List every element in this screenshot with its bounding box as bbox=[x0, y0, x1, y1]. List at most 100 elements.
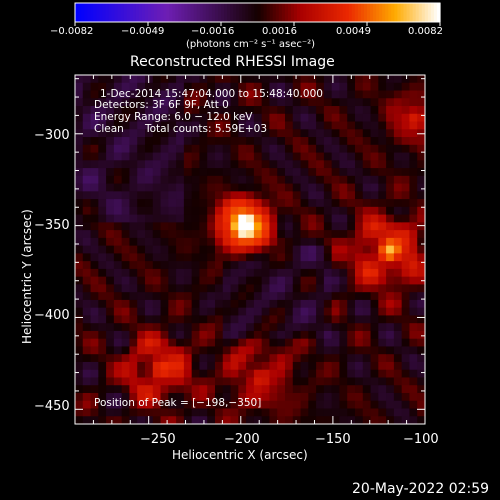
heatmap-cell bbox=[113, 330, 123, 340]
heatmap-cell bbox=[386, 98, 395, 107]
heatmap-cell bbox=[277, 82, 286, 91]
heatmap-cell bbox=[168, 261, 177, 270]
heatmap-cell bbox=[145, 160, 154, 169]
heatmap-cell bbox=[393, 315, 403, 324]
colorbar-tick-label: −0.0082 bbox=[50, 26, 94, 37]
colorbar-cell bbox=[263, 3, 268, 22]
heatmap-cell bbox=[152, 338, 161, 347]
heatmap-cell bbox=[269, 175, 278, 184]
heatmap-cell bbox=[230, 416, 239, 425]
heatmap-cell bbox=[292, 276, 301, 285]
heatmap-cell bbox=[393, 113, 403, 122]
heatmap-cell bbox=[277, 408, 286, 417]
heatmap-cell bbox=[362, 361, 371, 371]
heatmap-cell bbox=[409, 315, 418, 324]
heatmap-cell bbox=[253, 129, 263, 138]
heatmap-cell bbox=[370, 160, 379, 169]
heatmap-cell bbox=[238, 261, 247, 270]
heatmap-cell bbox=[145, 113, 154, 122]
heatmap-cell bbox=[168, 276, 177, 285]
heatmap-cell bbox=[168, 338, 177, 347]
colorbar-cell bbox=[242, 3, 246, 22]
heatmap-cell bbox=[191, 106, 200, 115]
heatmap-cell bbox=[417, 191, 426, 200]
heatmap-cell bbox=[238, 75, 247, 84]
heatmap-cell bbox=[316, 323, 325, 332]
colorbar-cell bbox=[397, 3, 402, 22]
heatmap-cell bbox=[82, 330, 91, 340]
heatmap-cell bbox=[285, 323, 294, 332]
heatmap-cell bbox=[269, 361, 278, 371]
heatmap-cell bbox=[238, 253, 247, 262]
heatmap-cell bbox=[292, 354, 301, 363]
heatmap-cell bbox=[90, 214, 99, 223]
heatmap-cell bbox=[401, 276, 410, 285]
heatmap-cell bbox=[121, 299, 130, 309]
heatmap-cell bbox=[331, 377, 340, 386]
heatmap-cell bbox=[292, 268, 301, 278]
heatmap-cell bbox=[308, 253, 317, 262]
heatmap-cell bbox=[339, 183, 348, 192]
heatmap-cell bbox=[347, 385, 356, 394]
heatmap-cell bbox=[75, 299, 84, 309]
heatmap-cell bbox=[98, 245, 107, 254]
heatmap-cell bbox=[292, 199, 301, 208]
heatmap-cell bbox=[113, 113, 123, 122]
heatmap-cell bbox=[90, 82, 99, 91]
heatmap-cell bbox=[339, 199, 348, 208]
heatmap-cell bbox=[370, 183, 379, 192]
heatmap-cell bbox=[183, 338, 193, 347]
heatmap-cell bbox=[145, 175, 154, 184]
heatmap-cell bbox=[145, 377, 154, 386]
heatmap-cell bbox=[113, 75, 123, 84]
heatmap-cell bbox=[386, 392, 395, 402]
heatmap-cell bbox=[121, 416, 130, 425]
heatmap-cell bbox=[113, 199, 123, 208]
heatmap-cell bbox=[222, 121, 231, 130]
heatmap-cell bbox=[316, 214, 325, 223]
heatmap-cell bbox=[230, 253, 239, 262]
colorbar-cell bbox=[199, 3, 204, 22]
heatmap-cell bbox=[269, 400, 278, 409]
heatmap-cell bbox=[339, 261, 348, 270]
heatmap-cell bbox=[347, 338, 356, 347]
heatmap-cell bbox=[183, 222, 193, 231]
heatmap-cell bbox=[378, 408, 387, 417]
heatmap-cell bbox=[129, 400, 138, 409]
heatmap-cell bbox=[183, 144, 193, 153]
colorbar-cell bbox=[132, 3, 137, 22]
heatmap-cell bbox=[230, 129, 239, 138]
heatmap-cell bbox=[308, 245, 317, 254]
heatmap-cell bbox=[292, 106, 301, 115]
heatmap-cell bbox=[285, 416, 294, 425]
heatmap-cell bbox=[393, 323, 403, 332]
colorbar-tick-label: 0.0016 bbox=[262, 26, 297, 37]
heatmap-cell bbox=[300, 307, 309, 316]
heatmap-cell bbox=[90, 385, 99, 394]
heatmap-cell bbox=[230, 408, 239, 417]
heatmap-cell bbox=[75, 168, 84, 177]
heatmap-cell bbox=[292, 168, 301, 177]
heatmap-cell bbox=[292, 237, 301, 247]
heatmap-cell bbox=[230, 268, 239, 278]
heatmap-cell bbox=[75, 214, 84, 223]
colorbar-cell bbox=[138, 3, 143, 22]
heatmap-cell bbox=[417, 137, 426, 146]
heatmap-cell bbox=[199, 137, 208, 146]
heatmap-cell bbox=[129, 168, 138, 177]
heatmap-cell bbox=[113, 253, 123, 262]
heatmap-cell bbox=[82, 346, 91, 355]
heatmap-cell bbox=[339, 416, 348, 425]
heatmap-cell bbox=[253, 160, 263, 169]
heatmap-cell bbox=[261, 191, 270, 200]
heatmap-cell bbox=[316, 268, 325, 278]
heatmap-cell bbox=[246, 175, 255, 184]
heatmap-cell bbox=[90, 299, 99, 309]
heatmap-cell bbox=[277, 106, 286, 115]
heatmap-cell bbox=[168, 129, 177, 138]
energy-range-annotation: Energy Range: 6.0 − 12.0 keV bbox=[94, 111, 253, 123]
heatmap-cell bbox=[90, 175, 99, 184]
heatmap-cell bbox=[168, 416, 177, 425]
heatmap-cell bbox=[160, 168, 169, 177]
heatmap-cell bbox=[199, 90, 208, 99]
